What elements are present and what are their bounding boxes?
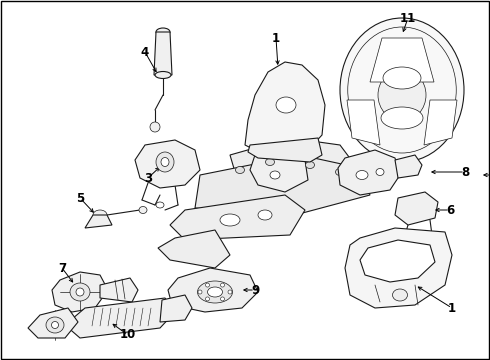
Text: 4: 4	[141, 45, 149, 58]
Ellipse shape	[93, 210, 107, 220]
Polygon shape	[347, 100, 380, 145]
Ellipse shape	[220, 214, 240, 226]
Ellipse shape	[392, 289, 408, 301]
Polygon shape	[154, 32, 172, 75]
Polygon shape	[395, 155, 422, 178]
Ellipse shape	[348, 27, 456, 153]
Polygon shape	[424, 100, 457, 145]
Text: 1: 1	[272, 31, 280, 45]
Ellipse shape	[46, 317, 64, 333]
Ellipse shape	[156, 152, 174, 172]
Ellipse shape	[156, 202, 164, 208]
Ellipse shape	[220, 283, 224, 287]
Ellipse shape	[207, 287, 222, 297]
Ellipse shape	[139, 207, 147, 213]
Text: 5: 5	[76, 192, 84, 204]
Polygon shape	[250, 148, 308, 192]
Ellipse shape	[161, 158, 169, 166]
Polygon shape	[170, 195, 305, 240]
Polygon shape	[160, 295, 192, 322]
Text: 1: 1	[448, 302, 456, 315]
Polygon shape	[135, 140, 200, 188]
Polygon shape	[195, 155, 370, 215]
Text: 7: 7	[58, 261, 66, 274]
Text: 11: 11	[400, 12, 416, 24]
Ellipse shape	[266, 158, 274, 166]
Polygon shape	[360, 240, 435, 282]
Text: 3: 3	[144, 171, 152, 184]
Ellipse shape	[270, 171, 280, 179]
Ellipse shape	[381, 107, 423, 129]
Ellipse shape	[70, 283, 90, 301]
Polygon shape	[28, 308, 78, 338]
Ellipse shape	[336, 168, 344, 175]
Ellipse shape	[51, 321, 58, 328]
Polygon shape	[168, 268, 258, 312]
Polygon shape	[395, 192, 438, 225]
Text: 8: 8	[461, 166, 469, 179]
Ellipse shape	[228, 290, 232, 294]
Ellipse shape	[155, 72, 171, 78]
Ellipse shape	[198, 290, 202, 294]
Polygon shape	[370, 38, 434, 82]
Ellipse shape	[197, 281, 232, 303]
Ellipse shape	[156, 28, 170, 36]
Polygon shape	[158, 230, 230, 268]
Ellipse shape	[378, 69, 426, 121]
Ellipse shape	[383, 67, 421, 89]
Polygon shape	[100, 278, 138, 302]
Polygon shape	[338, 150, 400, 195]
Ellipse shape	[340, 18, 464, 162]
Polygon shape	[248, 138, 322, 162]
Polygon shape	[52, 272, 108, 312]
Polygon shape	[345, 228, 452, 308]
Ellipse shape	[220, 297, 224, 301]
Text: 9: 9	[251, 284, 259, 297]
Text: 6: 6	[446, 203, 454, 216]
Ellipse shape	[356, 171, 368, 180]
Ellipse shape	[76, 288, 84, 296]
Polygon shape	[230, 138, 355, 178]
Ellipse shape	[276, 97, 296, 113]
Ellipse shape	[150, 122, 160, 132]
Ellipse shape	[305, 162, 315, 168]
Ellipse shape	[236, 166, 245, 174]
Ellipse shape	[205, 283, 210, 287]
Polygon shape	[245, 62, 325, 155]
Text: 10: 10	[120, 328, 136, 342]
Ellipse shape	[205, 297, 210, 301]
Ellipse shape	[258, 210, 272, 220]
Polygon shape	[85, 215, 112, 228]
Ellipse shape	[376, 168, 384, 175]
Polygon shape	[65, 298, 175, 338]
